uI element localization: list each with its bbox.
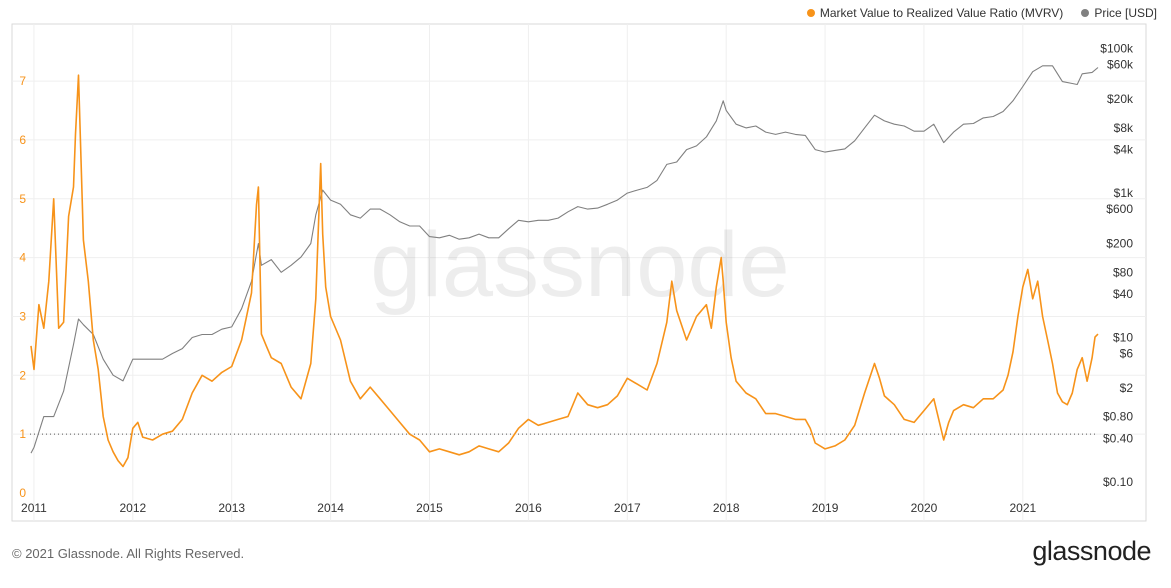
y-right-tick-label: $100k <box>1100 42 1134 56</box>
x-tick-label: 2020 <box>911 501 938 515</box>
axis-labels: 0 1 2 3 4 5 6 7 $0.10 $0.40 $0.80 $2 $6 $10 $40 $80 $200… <box>19 42 1134 515</box>
footer-copyright: © 2021 Glassnode. All Rights Reserved. <box>12 546 245 561</box>
x-tick-label: 2015 <box>416 501 443 515</box>
y-right-tick-label: $4k <box>1114 143 1134 157</box>
x-tick-label: 2013 <box>218 501 245 515</box>
y-left-tick-label: 2 <box>19 368 26 382</box>
x-tick-label: 2016 <box>515 501 542 515</box>
y-left-tick-label: 4 <box>19 251 26 265</box>
legend-label-price: Price [USD] <box>1094 6 1157 20</box>
legend-item-mvrv[interactable]: Market Value to Realized Value Ratio (MV… <box>806 6 1064 20</box>
x-tick-label: 2017 <box>614 501 641 515</box>
mvrv-line <box>30 74 1099 468</box>
y-right-tick-label: $6 <box>1120 346 1134 360</box>
price-series <box>30 65 1099 454</box>
legend-label-mvrv: Market Value to Realized Value Ratio (MV… <box>819 6 1064 20</box>
chart-legend: Market Value to Realized Value Ratio (MV… <box>806 6 1157 20</box>
y-left-tick-label: 1 <box>19 427 26 441</box>
y-right-tick-label: $10 <box>1113 330 1133 344</box>
x-tick-label: 2018 <box>713 501 740 515</box>
y-right-tick-label: $60k <box>1107 58 1134 72</box>
y-left-tick-label: 3 <box>19 309 26 323</box>
plot-frame <box>11 23 1147 522</box>
x-tick-label: 2019 <box>812 501 839 515</box>
x-tick-label: 2021 <box>1009 501 1036 515</box>
y-right-tick-label: $0.80 <box>1103 410 1133 424</box>
y-right-tick-label: $20k <box>1107 92 1134 106</box>
x-tick-label: 2014 <box>317 501 344 515</box>
y-right-tick-label: $2 <box>1120 381 1134 395</box>
y-right-tick-label: $200 <box>1106 237 1133 251</box>
footer-brand-logo: glassnode <box>1032 536 1151 566</box>
legend-dot-icon <box>806 9 815 17</box>
y-left-tick-label: 5 <box>19 192 26 206</box>
y-right-tick-label: $600 <box>1106 202 1133 216</box>
y-right-tick-label: $8k <box>1114 121 1134 135</box>
y-right-tick-label: $80 <box>1113 265 1133 279</box>
x-tick-label: 2012 <box>119 501 146 515</box>
y-right-tick-label: $1k <box>1114 186 1134 200</box>
y-right-tick-label: $0.40 <box>1103 431 1133 445</box>
y-right-tick-label: $40 <box>1113 287 1133 301</box>
y-right-tick-label: $0.10 <box>1103 475 1133 489</box>
legend-dot-icon <box>1081 9 1090 17</box>
gridlines <box>12 24 1146 521</box>
x-tick-label: 2011 <box>21 501 47 515</box>
watermark-text: glassnode <box>370 214 789 316</box>
legend-item-price[interactable]: Price [USD] <box>1081 6 1157 20</box>
y-left-tick-label: 6 <box>19 133 26 147</box>
mvrv-series <box>30 74 1099 468</box>
price-line <box>30 65 1099 454</box>
y-left-tick-label: 7 <box>19 74 26 88</box>
y-left-tick-label: 0 <box>19 486 26 500</box>
